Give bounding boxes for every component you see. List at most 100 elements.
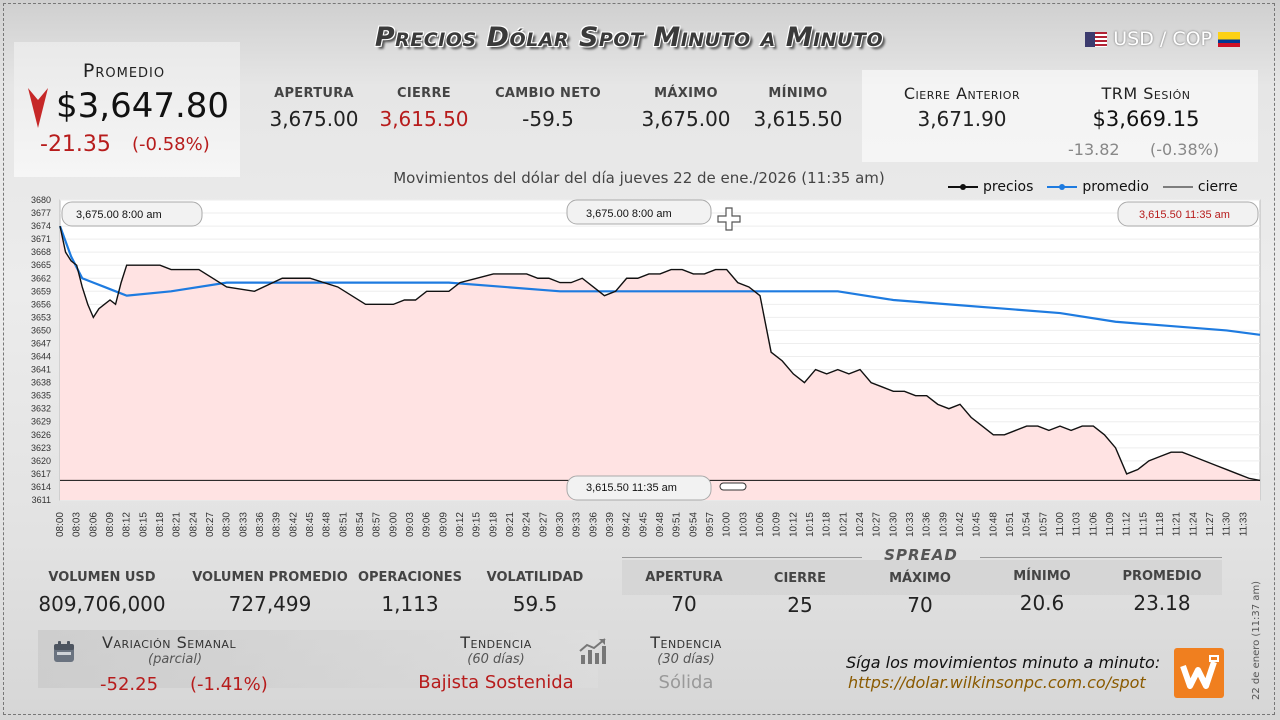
x-axis: 08:00 08:03 08:06 08:09 08:12 08:15 08:18 08:21… (55, 512, 1249, 537)
down-arrow-icon (28, 88, 48, 128)
weekly-label: Variación Semanal (102, 633, 237, 652)
stat-value: 3,675.00 (269, 107, 359, 131)
y-tick-label: 3671 (31, 234, 51, 244)
x-tick-label: 10:54 (1022, 512, 1033, 537)
x-tick-label: 08:54 (355, 512, 366, 537)
x-tick-label: 09:30 (555, 512, 566, 537)
x-tick-label: 08:30 (222, 512, 233, 537)
x-tick-label: 08:48 (322, 512, 333, 537)
volatilidad-label: VOLATILIDAD (486, 570, 584, 585)
x-tick-label: 08:00 (55, 512, 66, 537)
operaciones-label: OPERACIONES (357, 570, 463, 585)
promedio-panel: Promedio $3,647.80 -21.35 (-0.58%) (14, 42, 240, 177)
volatilidad: VOLATILIDAD 59.5 (480, 570, 590, 616)
x-tick-label: 08:57 (372, 512, 383, 537)
x-tick-label: 10:03 (738, 512, 749, 537)
volumen-usd-value: 809,706,000 (38, 592, 166, 616)
legend-cierre-label: cierre (1197, 179, 1238, 195)
trend60-value: Bajista Sostenida (418, 672, 574, 693)
crosshair-icon[interactable] (717, 207, 741, 231)
legend-precios-label: precios (983, 179, 1034, 195)
spread-apertura-value: 70 (671, 592, 697, 616)
x-tick-label: 08:27 (205, 512, 216, 537)
x-tick-label: 08:45 (305, 512, 316, 537)
weekly-change-pct: (-1.41%) (190, 674, 268, 695)
trend60: Tendencia (60 días) Bajista Sostenida (412, 633, 580, 693)
x-tick-label: 10:51 (1005, 512, 1016, 537)
spread-title: SPREAD (884, 546, 958, 564)
stat-maximo: MÁXIMO 3,675.00 (634, 86, 738, 131)
spread-maximo: MÁXIMO 70 (868, 571, 972, 617)
x-tick-label: 08:36 (255, 512, 266, 537)
scroll-handle[interactable] (719, 482, 747, 491)
legend-cierre: cierre (1162, 179, 1238, 195)
stat-label: CIERRE (397, 86, 451, 101)
stat-minimo: MÍNIMO 3,615.50 (746, 86, 850, 131)
stat-value: 3,675.00 (641, 107, 731, 131)
x-tick-label: 11:33 (1238, 512, 1249, 537)
x-tick-label: 10:48 (988, 512, 999, 537)
annotation-last: 3,615.50 11:35 am (1117, 201, 1259, 227)
y-tick-label: 3677 (31, 208, 51, 218)
x-tick-label: 10:45 (972, 512, 983, 537)
spread-promedio: PROMEDIO 23.18 (1110, 569, 1214, 615)
x-tick-label: 10:39 (938, 512, 949, 537)
promedio-change-pct: (-0.58%) (132, 134, 210, 155)
stat-cambio-neto: CAMBIO NETO -59.5 (486, 86, 610, 131)
x-tick-label: 10:15 (805, 512, 816, 537)
y-tick-label: 3632 (31, 404, 51, 414)
weekly-bar (38, 630, 598, 688)
spread-cierre-value: 25 (787, 593, 813, 617)
page-title: Precios Dólar Spot Minuto a Minuto (374, 22, 884, 53)
chart-legend: precios promedio cierre (948, 179, 1238, 195)
promedio-value: $3,647.80 (56, 86, 230, 126)
stat-apertura: APERTURA 3,675.00 (262, 86, 366, 131)
x-tick-label: 09:39 (605, 512, 616, 537)
x-tick-label: 09:21 (505, 512, 516, 537)
x-tick-label: 10:24 (855, 512, 866, 537)
x-tick-label: 08:24 (188, 512, 199, 537)
wilkinson-logo-icon[interactable] (1174, 648, 1224, 698)
colombia-flag-icon (1218, 31, 1240, 47)
x-tick-label: 08:21 (172, 512, 183, 537)
chart-subtitle: Movimientos del dólar del día jueves 22 … (393, 169, 885, 187)
stat-value: 3,615.50 (379, 107, 469, 131)
x-tick-label: 11:24 (1188, 512, 1199, 537)
x-tick-label: 08:39 (272, 512, 283, 537)
annotation-open-text: 3,675.00 8:00 am (76, 209, 162, 221)
volumen-promedio-label: VOLUMEN PROMEDIO (192, 570, 348, 585)
spread-promedio-value: 23.18 (1133, 591, 1191, 615)
price-chart[interactable]: 3611 3614 3617 3620 3623 3626 3629 3632 3635 3638… (0, 190, 1270, 550)
x-tick-label: 11:09 (1105, 512, 1116, 537)
x-tick-label: 09:33 (572, 512, 583, 537)
x-tick-label: 11:18 (1155, 512, 1166, 537)
stat-value: 3,615.50 (753, 107, 843, 131)
volumen-usd-label: VOLUMEN USD (48, 570, 156, 585)
trend60-label: Tendencia (460, 633, 532, 652)
legend-promedio-label: promedio (1082, 179, 1149, 195)
legend-precios: precios (948, 179, 1033, 195)
y-tick-label: 3611 (32, 495, 51, 505)
x-tick-label: 11:15 (1138, 512, 1149, 537)
annotation-open: 3,675.00 8:00 am (61, 201, 203, 227)
trend60-sub: (60 días) (467, 652, 525, 667)
x-tick-label: 11:30 (1222, 512, 1233, 537)
x-tick-label: 09:54 (688, 512, 699, 537)
x-tick-label: 10:06 (755, 512, 766, 537)
weekly-sub: (parcial) (148, 652, 203, 667)
spread-maximo-label: MÁXIMO (889, 571, 951, 586)
operaciones-value: 1,113 (381, 592, 439, 616)
x-tick-label: 09:09 (438, 512, 449, 537)
x-tick-label: 10:30 (888, 512, 899, 537)
y-tick-label: 3629 (31, 417, 51, 427)
promedio-line (58, 225, 1261, 336)
stat-trm: TRM Sesión $3,669.15 (1064, 84, 1228, 131)
x-tick-label: 11:21 (1172, 512, 1183, 537)
currency-pair: USD / COP (1085, 28, 1240, 50)
spread-minimo-value: 20.6 (1019, 591, 1065, 615)
x-tick-label: 10:12 (788, 512, 799, 537)
trend30: Tendencia (30 días) Sólida (626, 633, 746, 693)
follow-link[interactable]: https://dolar.wilkinsonpc.com.co/spot (848, 673, 1146, 692)
stat-value: $3,669.15 (1092, 107, 1200, 131)
x-tick-label: 09:45 (638, 512, 649, 537)
